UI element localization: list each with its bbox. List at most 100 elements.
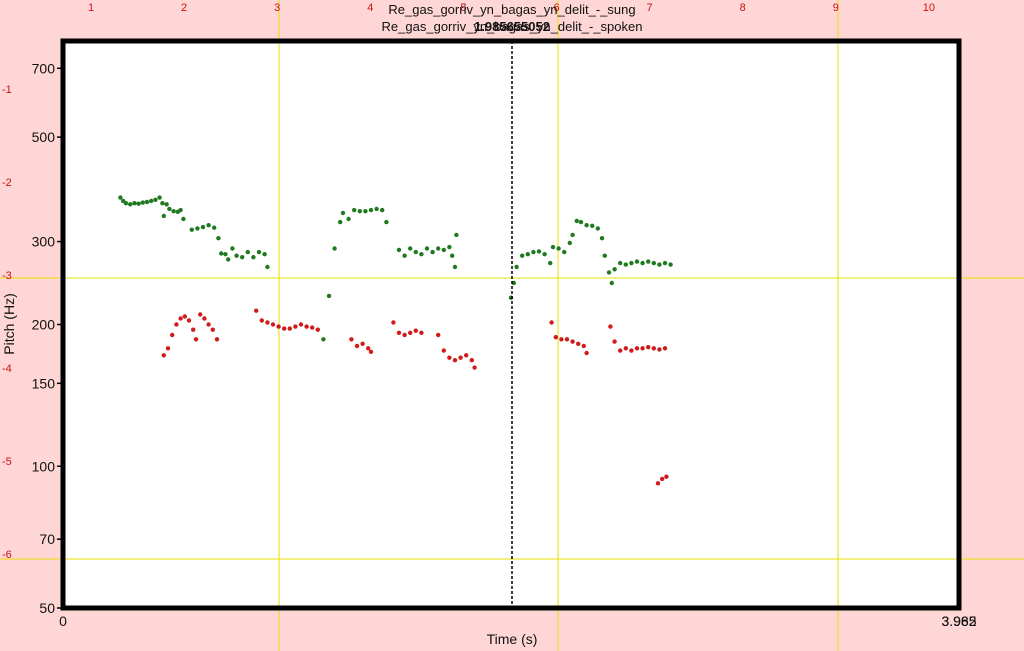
pitch-point-s1-47 [559, 337, 564, 342]
pitch-point-s0-93 [657, 262, 662, 267]
pitch-point-s0-77 [578, 219, 584, 225]
pitch-point-s0-56 [436, 246, 441, 251]
pitch-point-s1-51 [581, 343, 586, 349]
y-tick-label-50: 50 [39, 600, 55, 616]
pitch-point-s1-63 [662, 346, 668, 351]
pitch-point-s1-11 [206, 322, 211, 327]
pitch-point-s0-17 [178, 207, 183, 213]
pitch-point-s0-64 [514, 264, 519, 270]
y-tick-label-500: 500 [32, 129, 56, 145]
pitch-point-s1-5 [182, 314, 187, 319]
left-tick--3: -3 [2, 270, 12, 282]
pitch-point-s0-12 [161, 213, 166, 219]
pitch-point-s1-39 [447, 355, 452, 360]
pitch-point-s1-57 [629, 348, 634, 353]
pitch-point-s1-22 [298, 322, 304, 327]
y-axis-label: Pitch (Hz) [1, 293, 17, 354]
pitch-point-s0-72 [556, 246, 561, 251]
top-tick-6: 6 [553, 2, 559, 14]
pitch-point-s1-4 [178, 316, 183, 321]
y-axis-ticks: 50 70 100 150 200 300 500 700 [32, 60, 63, 616]
pitch-point-s0-0 [118, 195, 123, 200]
pitch-point-s0-13 [164, 202, 169, 207]
pitch-point-s0-24 [216, 236, 221, 241]
chart-subtitle: Re_gas_gorriv_yn_bagas_yn_delit_-_spoken [382, 19, 643, 34]
pitch-point-s0-41 [346, 216, 351, 222]
pitch-point-s0-6 [140, 200, 145, 205]
pitch-point-s1-1 [165, 346, 171, 351]
pitch-point-s1-0 [161, 353, 166, 358]
left-axis-ticks: -1 -2 -3 -4 -5 -6 [2, 84, 12, 561]
pitch-point-s1-19 [282, 326, 287, 331]
pitch-point-s0-83 [606, 270, 612, 275]
pitch-point-s1-40 [452, 358, 458, 363]
pitch-point-s1-56 [623, 346, 628, 351]
pitch-point-s1-28 [360, 341, 365, 346]
pitch-point-s0-25 [219, 251, 224, 256]
pitch-point-s0-5 [136, 201, 141, 206]
y-tick-label-700: 700 [32, 60, 56, 76]
top-tick-2: 2 [181, 2, 187, 14]
top-tick-1: 1 [88, 2, 94, 14]
pitch-point-s0-73 [562, 249, 567, 255]
pitch-point-s0-40 [340, 210, 346, 216]
pitch-point-s1-27 [354, 343, 360, 349]
top-axis-ticks: 1 2 3 4 5 6 7 8 9 10 [88, 2, 935, 14]
top-tick-4: 4 [367, 2, 373, 14]
pitch-point-s0-26 [223, 252, 228, 257]
pitch-points [118, 195, 673, 486]
pitch-point-s0-31 [245, 249, 250, 255]
pitch-point-s0-74 [567, 240, 572, 246]
pitch-point-s1-12 [210, 327, 215, 332]
pitch-point-s1-9 [198, 312, 203, 317]
pitch-point-s1-30 [368, 349, 374, 354]
pitch-point-s0-75 [570, 232, 575, 238]
pitch-point-s0-46 [374, 206, 379, 212]
pitch-point-s0-58 [447, 244, 452, 250]
left-tick--4: -4 [2, 363, 12, 375]
pitch-point-s0-54 [424, 246, 430, 251]
pitch-point-s0-80 [595, 226, 600, 231]
pitch-point-s0-89 [634, 259, 640, 264]
pitch-point-s0-82 [602, 253, 607, 258]
pitch-point-s0-10 [157, 195, 162, 200]
pitch-point-s0-53 [419, 252, 424, 257]
pitch-point-s0-36 [321, 337, 326, 342]
pitch-point-s0-19 [189, 227, 194, 232]
pitch-point-s1-36 [419, 330, 424, 335]
pitch-point-s0-78 [584, 223, 589, 228]
pitch-point-s0-29 [234, 253, 239, 258]
pitch-point-s1-8 [193, 337, 199, 342]
pitch-point-s0-76 [574, 218, 579, 224]
pitch-point-s1-23 [304, 324, 309, 329]
pitch-point-s0-37 [326, 293, 332, 299]
pitch-point-s1-38 [441, 348, 446, 353]
pitch-point-s0-18 [181, 216, 186, 222]
x-axis-label: Time (s) [487, 631, 538, 647]
pitch-point-s0-27 [226, 257, 231, 262]
pitch-point-s0-15 [171, 209, 176, 214]
pitch-point-s1-55 [618, 348, 623, 353]
pitch-point-s0-81 [599, 236, 605, 241]
pitch-point-s1-14 [254, 308, 259, 313]
pitch-point-s0-57 [441, 247, 446, 253]
pitch-point-s0-95 [668, 262, 673, 267]
plot-area[interactable] [63, 41, 959, 608]
pitch-point-s0-87 [623, 262, 628, 267]
pitch-point-s1-37 [436, 332, 441, 338]
pitch-point-s0-61 [454, 232, 459, 238]
pitch-point-s1-3 [174, 322, 179, 327]
pitch-point-s1-31 [391, 320, 396, 325]
pitch-point-s1-24 [310, 325, 315, 330]
pitch-point-s0-28 [230, 246, 235, 251]
pitch-point-s1-46 [553, 335, 558, 340]
top-tick-9: 9 [833, 2, 839, 14]
pitch-point-s1-59 [640, 346, 645, 351]
pitch-point-s0-60 [452, 264, 458, 270]
pitch-point-s0-22 [206, 223, 211, 228]
pitch-point-s0-47 [380, 207, 385, 213]
x-end-label-2: 3.982 [941, 613, 976, 629]
top-tick-7: 7 [647, 2, 653, 14]
pitch-point-s0-21 [200, 224, 206, 230]
pitch-point-s0-92 [651, 260, 656, 266]
